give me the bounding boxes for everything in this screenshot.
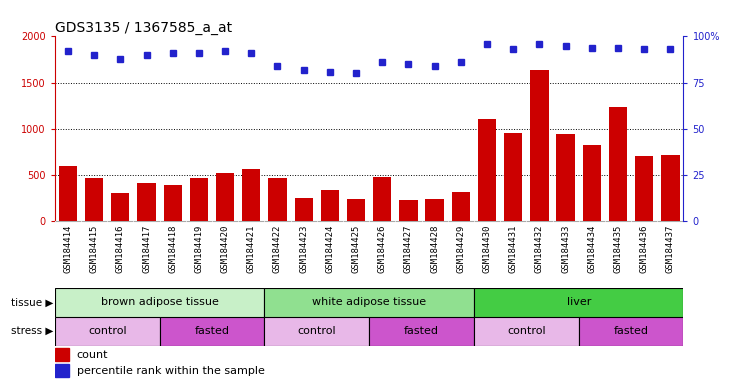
Text: GSM184436: GSM184436	[640, 224, 648, 273]
Bar	[268, 179, 287, 221]
Text: fasted: fasted	[194, 326, 230, 336]
Bar	[662, 156, 680, 221]
Bar	[55, 348, 69, 361]
Bar	[159, 317, 265, 346]
Text: control: control	[507, 326, 545, 336]
Bar	[474, 288, 683, 317]
Bar	[452, 192, 470, 221]
Bar	[369, 317, 474, 346]
Bar	[321, 190, 339, 221]
Text: GSM184427: GSM184427	[404, 224, 413, 273]
Text: GDS3135 / 1367585_a_at: GDS3135 / 1367585_a_at	[55, 22, 232, 35]
Text: control: control	[298, 326, 336, 336]
Text: count: count	[77, 349, 108, 359]
Bar	[265, 317, 369, 346]
Bar	[295, 198, 313, 221]
Bar	[474, 317, 579, 346]
Bar	[609, 106, 627, 221]
Text: GSM184424: GSM184424	[325, 224, 334, 273]
Text: GSM184430: GSM184430	[482, 224, 491, 273]
Bar	[556, 134, 575, 221]
Text: GSM184434: GSM184434	[587, 224, 596, 273]
Text: GSM184437: GSM184437	[666, 224, 675, 273]
Text: GSM184415: GSM184415	[90, 224, 99, 273]
Bar	[85, 179, 103, 221]
Bar	[478, 119, 496, 221]
Text: GSM184435: GSM184435	[613, 224, 623, 273]
Bar	[55, 364, 69, 377]
Bar	[242, 169, 260, 221]
Bar	[111, 193, 129, 221]
Text: GSM184428: GSM184428	[430, 224, 439, 273]
Bar	[425, 199, 444, 221]
Bar	[530, 70, 548, 221]
Bar	[55, 288, 265, 317]
Bar	[55, 317, 159, 346]
Text: GSM184419: GSM184419	[194, 224, 203, 273]
Text: GSM184429: GSM184429	[456, 224, 466, 273]
Text: white adipose tissue: white adipose tissue	[312, 297, 426, 308]
Text: GSM184416: GSM184416	[115, 224, 125, 273]
Bar	[399, 200, 417, 221]
Bar	[635, 156, 654, 221]
Bar	[583, 145, 601, 221]
Text: GSM184414: GSM184414	[64, 224, 72, 273]
Bar	[579, 317, 683, 346]
Bar	[373, 177, 391, 221]
Text: fasted: fasted	[404, 326, 439, 336]
Text: GSM184433: GSM184433	[561, 224, 570, 273]
Bar	[190, 179, 208, 221]
Bar	[347, 199, 366, 221]
Text: liver: liver	[567, 297, 591, 308]
Text: GSM184425: GSM184425	[352, 224, 360, 273]
Text: GSM184426: GSM184426	[378, 224, 387, 273]
Text: GSM184418: GSM184418	[168, 224, 177, 273]
Text: percentile rank within the sample: percentile rank within the sample	[77, 366, 265, 376]
Bar	[164, 185, 182, 221]
Text: control: control	[88, 326, 126, 336]
Text: GSM184423: GSM184423	[299, 224, 308, 273]
Bar	[58, 166, 77, 221]
Text: tissue ▶: tissue ▶	[11, 297, 53, 308]
Text: fasted: fasted	[613, 326, 648, 336]
Text: GSM184432: GSM184432	[535, 224, 544, 273]
Text: brown adipose tissue: brown adipose tissue	[101, 297, 219, 308]
Text: GSM184420: GSM184420	[221, 224, 230, 273]
Text: GSM184422: GSM184422	[273, 224, 282, 273]
Bar	[504, 133, 523, 221]
Bar	[265, 288, 474, 317]
Bar	[216, 173, 234, 221]
Text: GSM184421: GSM184421	[247, 224, 256, 273]
Bar	[137, 183, 156, 221]
Text: stress ▶: stress ▶	[11, 326, 53, 336]
Text: GSM184417: GSM184417	[142, 224, 151, 273]
Text: GSM184431: GSM184431	[509, 224, 518, 273]
